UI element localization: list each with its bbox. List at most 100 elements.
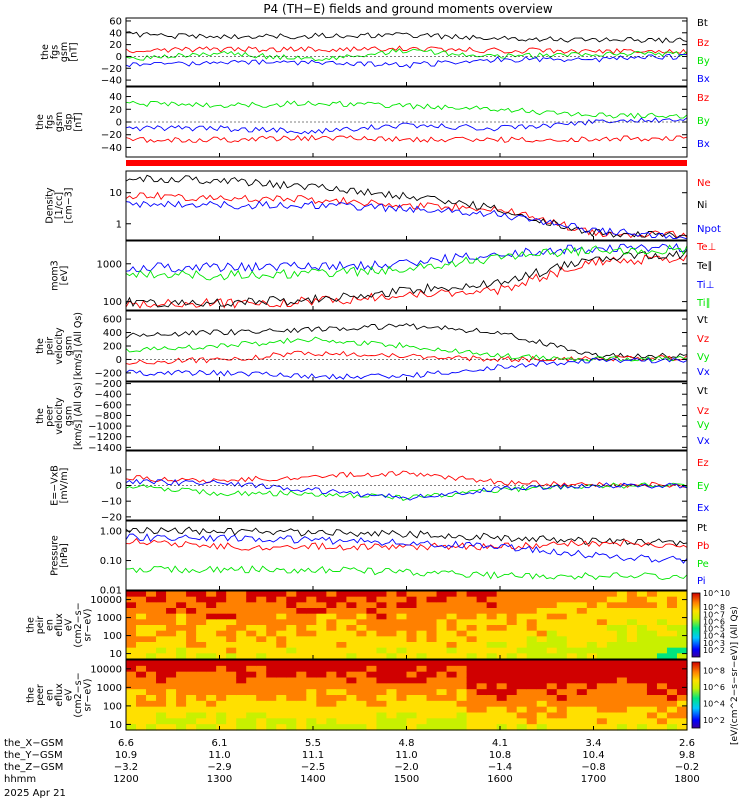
- spectrogram-cell: [546, 677, 558, 684]
- spectrogram-cell: [306, 665, 317, 673]
- spectrogram-cell: [536, 636, 548, 643]
- spectrogram-cell: [576, 653, 588, 660]
- spectrogram-cell: [186, 683, 197, 690]
- spectrogram-cell: [436, 660, 448, 667]
- spectrogram-cell: [596, 671, 608, 679]
- spectrogram-cell: [456, 695, 468, 702]
- spectrogram-cell: [396, 695, 408, 702]
- spectrogram-cell: [176, 625, 187, 632]
- spectrogram-cell: [326, 683, 337, 690]
- spectrogram-cell: [586, 712, 598, 719]
- spectrogram-cell: [276, 724, 287, 731]
- y-tick-label: 10: [109, 649, 122, 660]
- spectrogram-cell: [176, 724, 187, 731]
- spectrogram-cell: [486, 613, 498, 620]
- spectrogram-cell: [486, 630, 498, 637]
- spectrogram-cell: [646, 660, 658, 667]
- legend-Ni: Ni: [697, 200, 707, 211]
- ephemeris-value: 4.1: [492, 738, 508, 749]
- spectrogram-cell: [346, 683, 358, 690]
- spectrogram-cell: [166, 677, 177, 684]
- spectrogram-cell: [566, 642, 578, 649]
- spectrogram-cell: [346, 665, 358, 673]
- spectrogram-cell: [516, 671, 528, 679]
- spectrogram-cell: [526, 689, 538, 696]
- spectrogram-cell: [186, 596, 197, 603]
- spectrogram-cell: [196, 630, 207, 637]
- spectrogram-cell: [456, 636, 468, 643]
- spectrogram-cell: [136, 689, 147, 696]
- spectrogram-cell: [196, 706, 207, 714]
- spectrogram-cell: [266, 677, 277, 684]
- spectrogram-cell: [376, 653, 388, 660]
- spectrogram-cell: [496, 683, 508, 690]
- ephemeris-row-label: the_Y−GSM: [4, 750, 63, 761]
- spectrogram-cell: [336, 724, 347, 731]
- spectrogram-cell: [626, 665, 638, 673]
- spectrogram-cell: [606, 718, 618, 725]
- y-tick-label: 1000: [97, 683, 122, 694]
- spectrogram-cell: [316, 706, 327, 714]
- spectrogram-cell: [446, 625, 458, 632]
- spectrogram-cell: [286, 625, 297, 632]
- spectrogram-cell: [186, 677, 197, 684]
- spectrogram-cell: [226, 718, 237, 725]
- y-axis-label: [nT]: [68, 42, 79, 61]
- spectrogram-cell: [616, 671, 628, 679]
- spectrogram-cell: [246, 653, 257, 660]
- y-axis-label: eflux: [54, 613, 65, 637]
- spectrogram-cell: [256, 724, 267, 731]
- spectrogram-cell: [246, 718, 257, 725]
- spectrogram-cell: [546, 695, 558, 702]
- spectrogram-cell: [566, 706, 578, 714]
- spectrogram-cell: [296, 642, 307, 649]
- spectrogram-cell: [316, 596, 327, 603]
- spectrogram-cell: [216, 596, 227, 603]
- series-line-Te⊥: [125, 254, 688, 309]
- spectrogram-cell: [376, 706, 388, 714]
- spectrogram-cell: [576, 660, 588, 667]
- spectrogram-cell: [156, 625, 167, 632]
- spectrogram-cell: [596, 712, 608, 719]
- spectrogram-cell: [666, 706, 678, 714]
- spectrogram-cell: [536, 683, 548, 690]
- spectrogram-cell: [246, 683, 257, 690]
- spectrogram-cell: [176, 647, 187, 654]
- spectrogram-cell: [346, 602, 358, 609]
- spectrogram-cell: [296, 619, 307, 626]
- spectrogram-cell: [486, 596, 498, 603]
- spectrogram-cell: [496, 689, 508, 696]
- spectrogram-cell: [386, 602, 398, 609]
- spectrogram-cell: [156, 660, 167, 667]
- spectrogram-cell: [656, 724, 668, 731]
- series-line-Pb: [125, 537, 688, 551]
- spectrogram-cell: [636, 653, 648, 660]
- spectrogram-cell: [226, 613, 237, 620]
- spectrogram-cell: [396, 718, 408, 725]
- spectrogram-cell: [376, 613, 388, 620]
- legend-By: By: [697, 116, 710, 127]
- spectrogram-cell: [496, 636, 508, 643]
- spectrogram-cell: [516, 689, 528, 696]
- spectrogram-cell: [516, 630, 528, 637]
- spectrogram-cell: [226, 660, 237, 667]
- spectrogram-cell: [226, 596, 237, 603]
- spectrogram-cell: [666, 591, 678, 598]
- y-tick-label: 0: [116, 355, 122, 366]
- spectrogram-cell: [336, 683, 347, 690]
- y-tick-label: 0.01: [100, 586, 122, 597]
- spectrogram-cell: [586, 619, 598, 626]
- spectrogram-cell: [316, 653, 327, 660]
- spectrogram-cell: [606, 647, 618, 654]
- spectrogram-cell: [126, 677, 137, 684]
- spectrogram-cell: [356, 718, 368, 725]
- spectrogram-cell: [436, 712, 448, 719]
- spectrogram-cell: [586, 706, 598, 714]
- spectrogram-cell: [676, 718, 688, 725]
- spectrogram-cell: [596, 630, 608, 637]
- spectrogram-cell: [636, 689, 648, 696]
- spectrogram-cell: [196, 700, 207, 708]
- spectrogram-cell: [566, 613, 578, 620]
- spectrogram-cell: [646, 602, 658, 609]
- colorbar-scale: [691, 661, 701, 729]
